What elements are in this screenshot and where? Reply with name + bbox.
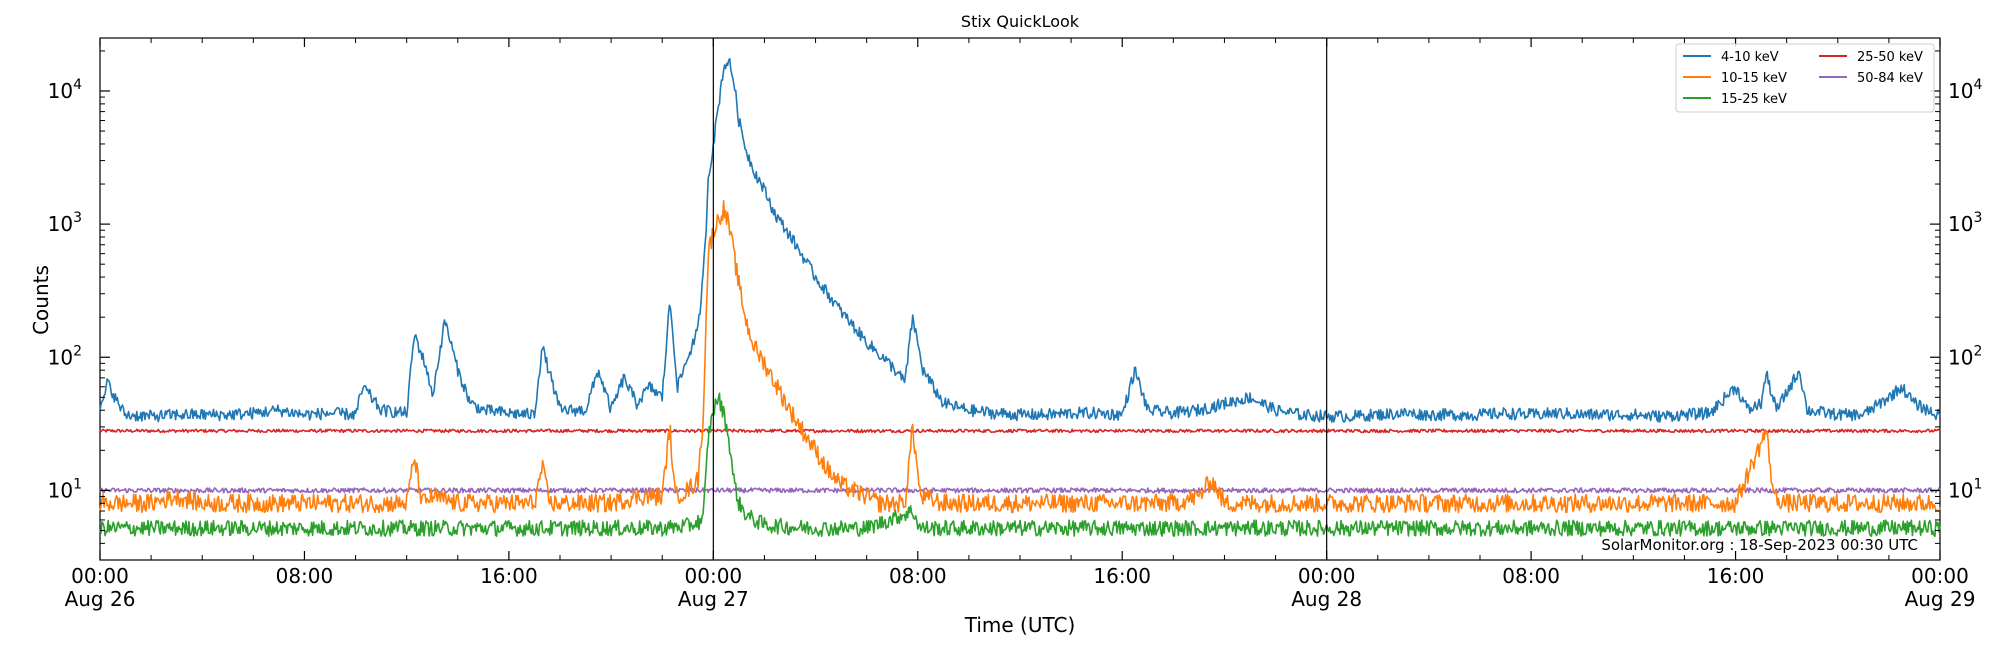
x-tick-date-label: Aug 28	[1291, 587, 1362, 611]
x-tick-label: 08:00	[1502, 564, 1560, 588]
series-layer	[99, 57, 1941, 537]
y-tick-label-right: 102	[1948, 343, 1982, 369]
x-tick-label: 00:00	[685, 564, 743, 588]
x-tick-label: 00:00	[71, 564, 129, 588]
series-line-25-50-kev	[99, 428, 1941, 434]
x-tick-label: 08:00	[889, 564, 947, 588]
series-line-10-15-kev	[99, 200, 1941, 514]
legend: 4-10 keV 10-15 keV 15-25 keV 25-50 keV 50-84…	[1675, 43, 1935, 113]
x-tick-label: 16:00	[1093, 564, 1151, 588]
chart-title: Stix QuickLook	[961, 12, 1080, 31]
x-tick-date-label: Aug 27	[678, 587, 749, 611]
x-tick-label: 16:00	[1707, 564, 1765, 588]
plot-area	[99, 37, 1941, 561]
x-tick-date-label: Aug 26	[65, 587, 136, 611]
x-tick-label: 16:00	[480, 564, 538, 588]
y-tick-label-right: 101	[1948, 476, 1982, 502]
y-axis: 101 101 102 102 103 103 104 104	[48, 50, 1982, 561]
legend-label: 10-15 keV	[1721, 71, 1787, 86]
legend-label: 15-25 keV	[1721, 92, 1787, 107]
legend-box	[1675, 43, 1935, 113]
series-line-15-25-kev	[99, 392, 1941, 537]
y-tick-label-right: 104	[1948, 77, 1982, 103]
legend-items: 4-10 keV 10-15 keV 15-25 keV 25-50 keV 50-84…	[1683, 50, 1923, 107]
x-tick-label: 08:00	[276, 564, 334, 588]
y-axis-label: Counts	[29, 265, 53, 335]
y-tick-label-right: 103	[1948, 210, 1982, 236]
series-line-50-84-kev	[99, 487, 1941, 494]
legend-label: 50-84 keV	[1857, 71, 1923, 86]
legend-label: 4-10 keV	[1721, 50, 1779, 65]
x-tick-label: 00:00	[1911, 564, 1969, 588]
legend-label: 25-50 keV	[1857, 50, 1923, 65]
day-divider-lines	[712, 38, 1328, 560]
credit-annotation: SolarMonitor.org : 18-Sep-2023 00:30 UTC	[1601, 536, 1918, 554]
x-tick-label: 00:00	[1298, 564, 1356, 588]
x-tick-date-label: Aug 29	[1905, 587, 1976, 611]
y-tick-label-left: 101	[48, 476, 82, 502]
x-axis-label: Time (UTC)	[964, 613, 1076, 637]
plot-frame	[99, 37, 1941, 561]
y-tick-label-left: 103	[48, 210, 82, 236]
y-tick-label-left: 104	[48, 77, 82, 103]
y-tick-label-left: 102	[48, 343, 82, 369]
series-line-4-10-kev	[99, 57, 1941, 423]
